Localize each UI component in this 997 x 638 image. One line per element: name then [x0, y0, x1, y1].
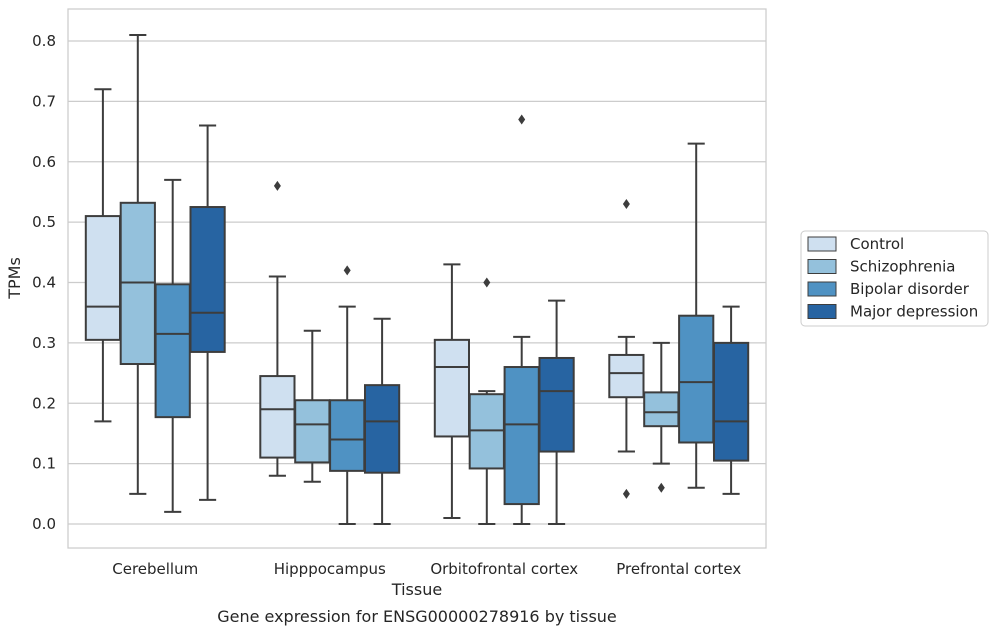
y-tick-label: 0.1 [32, 455, 56, 473]
outlier-point [273, 180, 281, 191]
outlier-point [622, 488, 630, 499]
box-control [84, 88, 122, 423]
iqr-box [329, 399, 366, 472]
outlier-point [343, 265, 351, 276]
legend-label: Major depression [850, 303, 978, 321]
chart-caption: Gene expression for ENSG00000278916 by t… [217, 607, 617, 626]
y-tick-label: 0.0 [32, 515, 56, 533]
legend-label: Control [850, 235, 904, 253]
legend: Control Schizophrenia Bipolar disorder Majo… [800, 230, 989, 327]
y-tick-label: 0.6 [32, 153, 56, 171]
y-tick-label: 0.5 [32, 213, 56, 231]
iqr-box [503, 366, 540, 506]
box-bipolar-disorder [329, 305, 366, 525]
outlier-point [518, 114, 526, 125]
box-schizophrenia [643, 341, 680, 465]
box-schizophrenia [119, 33, 156, 495]
box-bipolar-disorder [678, 142, 715, 489]
iqr-box [294, 399, 331, 464]
legend-label: Schizophrenia [850, 258, 955, 276]
y-tick-label: 0.4 [32, 274, 56, 292]
box-bipolar-disorder [503, 335, 540, 525]
box-control [259, 275, 296, 477]
outlier-point [622, 199, 630, 210]
outlier-point [657, 482, 665, 493]
box-major-depression [712, 305, 750, 495]
box-major-depression [363, 317, 401, 525]
legend-swatch [807, 236, 837, 252]
legend-frame [800, 230, 989, 327]
x-tick-label: Hipppocampus [274, 560, 386, 578]
iqr-box [538, 356, 575, 453]
x-tick-label: Orbitofrontal cortex [430, 560, 578, 578]
box-bipolar-disorder [154, 178, 191, 513]
iqr-box [433, 338, 471, 438]
boxes [84, 33, 750, 525]
iqr-box [84, 215, 122, 341]
iqr-box [678, 314, 715, 444]
legend-swatch [807, 259, 837, 274]
iqr-box [643, 391, 680, 428]
y-tick-label: 0.7 [32, 92, 56, 110]
legend-label: Bipolar disorder [850, 280, 970, 298]
iqr-box [363, 384, 401, 474]
iqr-box [189, 206, 226, 353]
box-schizophrenia [294, 329, 331, 483]
iqr-box [259, 375, 296, 459]
y-tick-label: 0.2 [32, 394, 56, 412]
box-major-depression [189, 124, 226, 501]
box-control [608, 335, 645, 453]
iqr-box [608, 353, 645, 399]
x-tick-label: Prefrontal cortex [616, 560, 741, 578]
box-schizophrenia [468, 390, 505, 525]
x-tick-label: Cerebellum [112, 560, 198, 578]
box-major-depression [538, 299, 575, 525]
legend-swatch [807, 304, 837, 319]
y-axis-label: TPMs [5, 257, 24, 300]
y-tick-labels: 0.0 0.1 0.2 0.3 0.4 0.5 0.6 0.7 0.8 [32, 32, 56, 533]
outlier-point [483, 277, 491, 288]
y-tick-label: 0.3 [32, 334, 56, 352]
box-control [433, 263, 471, 519]
legend-swatch [807, 281, 837, 297]
outliers [273, 114, 665, 499]
plot-area-frame [67, 8, 767, 549]
iqr-box [154, 283, 191, 419]
iqr-box [712, 341, 750, 462]
x-axis-label: Tissue [391, 580, 442, 599]
x-tick-labels: Cerebellum Hipppocampus Orbitofrontal cort… [112, 560, 741, 578]
y-tick-label: 0.8 [32, 32, 56, 50]
